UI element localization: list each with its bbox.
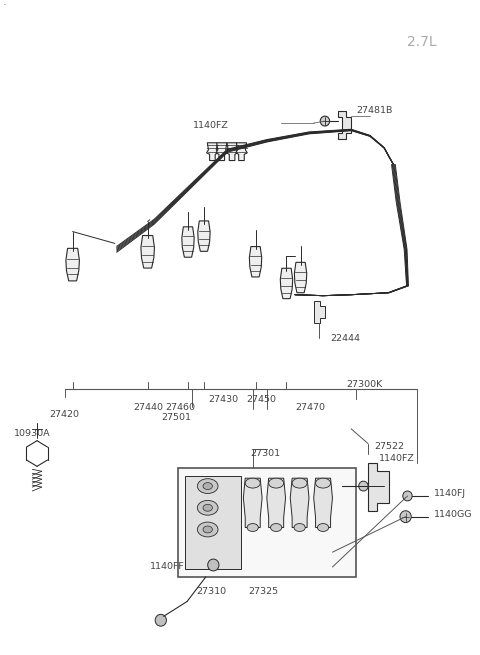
Polygon shape <box>141 236 155 268</box>
Polygon shape <box>294 263 307 293</box>
Bar <box>185 476 241 569</box>
Text: 2.7L: 2.7L <box>408 35 437 49</box>
Text: 27522: 27522 <box>375 442 405 451</box>
Text: 1140FF: 1140FF <box>150 563 184 571</box>
Polygon shape <box>243 478 262 527</box>
Ellipse shape <box>197 500 218 515</box>
Ellipse shape <box>197 479 218 493</box>
Polygon shape <box>290 478 309 527</box>
Polygon shape <box>280 269 293 299</box>
Text: 27300K: 27300K <box>347 380 383 389</box>
Text: 22444: 22444 <box>331 333 360 343</box>
Text: 27460: 27460 <box>166 403 195 411</box>
Polygon shape <box>226 143 238 160</box>
Ellipse shape <box>294 523 305 531</box>
Circle shape <box>359 481 368 491</box>
Text: 10930A: 10930A <box>13 429 50 438</box>
Text: 27301: 27301 <box>250 449 280 458</box>
Text: 2.7L: 2.7L <box>4 4 7 5</box>
Polygon shape <box>66 248 79 281</box>
Ellipse shape <box>203 483 212 489</box>
Ellipse shape <box>271 523 282 531</box>
Text: 1140GG: 1140GG <box>434 510 472 519</box>
Ellipse shape <box>203 526 212 533</box>
Polygon shape <box>314 301 325 324</box>
Circle shape <box>320 116 330 126</box>
Ellipse shape <box>317 523 329 531</box>
Polygon shape <box>206 143 218 160</box>
Polygon shape <box>182 227 194 257</box>
Text: 1140FZ: 1140FZ <box>379 454 415 463</box>
Ellipse shape <box>269 478 284 488</box>
Polygon shape <box>198 221 210 252</box>
Text: 1140FJ: 1140FJ <box>434 489 466 498</box>
Ellipse shape <box>292 478 307 488</box>
Circle shape <box>155 614 167 626</box>
Ellipse shape <box>197 522 218 537</box>
Text: 27310: 27310 <box>196 587 227 596</box>
Circle shape <box>208 559 219 571</box>
Polygon shape <box>236 143 247 160</box>
Text: 27325: 27325 <box>248 587 278 596</box>
Text: 1140FZ: 1140FZ <box>193 121 229 130</box>
Text: 27481B: 27481B <box>356 105 392 115</box>
Polygon shape <box>249 246 262 277</box>
Circle shape <box>400 511 411 523</box>
Polygon shape <box>314 478 333 527</box>
Polygon shape <box>267 478 286 527</box>
Ellipse shape <box>245 478 260 488</box>
Polygon shape <box>368 463 389 511</box>
Text: 27501: 27501 <box>162 413 192 422</box>
Ellipse shape <box>315 478 331 488</box>
Polygon shape <box>216 143 228 160</box>
Text: 27440: 27440 <box>133 403 164 411</box>
Ellipse shape <box>203 504 212 512</box>
Polygon shape <box>338 111 351 139</box>
Text: 27430: 27430 <box>209 395 239 403</box>
Text: 27450: 27450 <box>246 395 276 403</box>
Text: 27470: 27470 <box>295 403 325 411</box>
Ellipse shape <box>247 523 258 531</box>
Circle shape <box>403 491 412 501</box>
Text: 27420: 27420 <box>49 409 79 419</box>
Bar <box>178 468 356 577</box>
